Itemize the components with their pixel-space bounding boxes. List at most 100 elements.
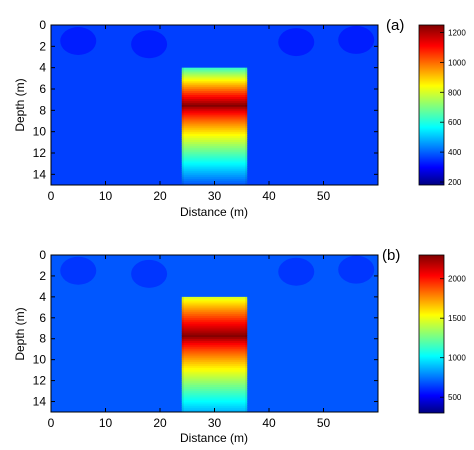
background-variation [278,257,315,286]
y-ticks-a: 0 2 4 6 8 10 12 14 [33,18,378,181]
background-variation [131,259,168,288]
anomaly-strip [181,317,248,321]
background-variation [278,28,315,57]
anomaly-strip [181,114,248,118]
anomaly-strip [181,306,248,309]
anomaly-strip [181,331,248,334]
anomaly-strip [181,398,248,402]
anomaly-strip [181,79,248,82]
anomaly-strip [181,352,248,356]
y-tick-label: 12 [33,374,47,388]
anomaly-strip [181,108,248,112]
anomaly-strip [181,379,248,382]
anomaly-strip [181,394,248,398]
anomaly-strip [181,118,248,122]
heatmap-a [51,25,378,185]
y-tick-label: 2 [39,269,46,283]
y-tick-label: 12 [33,146,47,160]
anomaly-strip [181,177,248,180]
anomaly-strip [181,95,248,98]
anomaly-strip [181,112,248,116]
y-tick-label: 14 [33,167,47,181]
y-tick-label: 0 [39,18,46,32]
y-tick-label: 10 [33,125,47,139]
colorbar-tick-label: 200 [448,178,462,187]
anomaly-strip [181,179,248,182]
anomaly-edge-right [245,296,248,412]
y-tick-label: 0 [39,248,46,262]
y-tick-label: 4 [39,290,46,304]
anomaly-strip [181,83,248,86]
anomaly-strip [181,308,248,311]
x-tick-label: 30 [208,416,222,430]
anomaly-strip [181,173,248,176]
anomaly-strip [181,85,248,88]
anomaly-strip [181,335,248,338]
y-tick-label: 8 [39,103,46,117]
anomaly-strip [181,354,248,357]
anomaly-strip [181,362,248,365]
anomaly-strip [181,138,248,141]
anomaly-strip [181,91,248,94]
anomaly-strip [181,406,248,409]
colorbar-a [418,24,445,186]
anomaly-strip [181,300,248,304]
anomaly-strip [181,120,248,124]
anomaly-strip [181,169,248,172]
anomaly-strip [181,153,248,157]
x-tick-label: 40 [262,189,276,203]
anomaly-strip [181,143,248,147]
x-tick-label: 30 [208,189,222,203]
anomaly-strip [181,171,248,174]
anomaly-strip [181,149,248,153]
anomaly-strip [181,319,248,323]
y-axis-label-b: Depth (m) [13,307,27,360]
anomaly-edge-right [245,67,248,185]
colorbar-tick-label: 800 [448,88,462,97]
anomaly-strip [181,321,248,325]
anomaly-strip [181,140,248,143]
anomaly-strip [181,77,248,80]
x-tick-label: 10 [99,416,113,430]
anomaly-strip [181,100,248,104]
anomaly-strip [181,327,248,331]
background-variation [338,25,375,54]
anomaly-strip [181,360,248,363]
anomaly-strip [181,356,248,359]
anomaly-strip [181,89,248,92]
anomaly-strip [181,371,248,375]
anomaly-strip [181,339,248,342]
anomaly-strip [181,312,248,315]
anomaly-strip [181,93,248,96]
anomaly-strip [181,346,248,350]
anomaly-strip [181,161,248,165]
anomaly-strip [181,124,248,127]
anomaly-strip [181,165,248,168]
y-axis-label-a: Depth (m) [13,78,27,131]
anomaly-strip [181,358,248,361]
anomaly-strip [181,369,248,373]
anomaly-strip [181,136,248,139]
y-tick-label: 8 [39,332,46,346]
x-tick-label: 50 [317,416,331,430]
anomaly-strip [181,69,248,73]
anomaly-strip [181,155,248,159]
anomaly-edge-left [181,296,184,412]
x-tick-label: 20 [153,416,167,430]
colorbar-tick-label: 600 [448,118,462,127]
x-tick-label: 0 [48,416,55,430]
anomaly-strip [181,167,248,170]
anomaly-strip [181,373,248,377]
anomaly-strip [181,116,248,120]
anomaly-strip [181,304,248,308]
colorbar-ticks-a: 1200 1000 800 600 400 200 [440,28,466,187]
anomaly-strip [181,104,248,108]
y-tick-label: 6 [39,311,46,325]
anomaly-strip [181,141,248,145]
anomaly-strip [181,344,248,348]
anomaly-strip [181,97,248,100]
anomaly-strip [181,323,248,327]
y-tick-label: 4 [39,61,46,75]
anomaly-strip [181,387,248,390]
